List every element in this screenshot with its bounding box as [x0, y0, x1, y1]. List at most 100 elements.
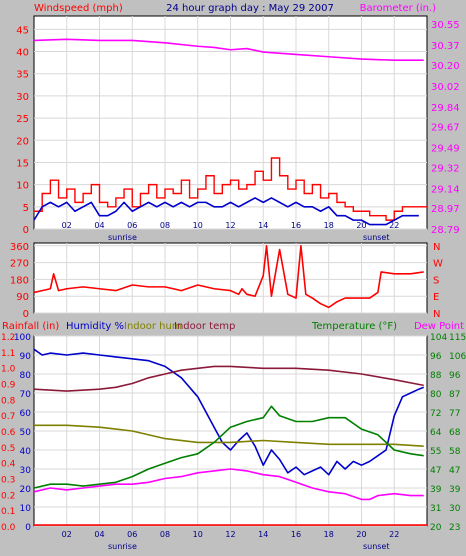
- rainfall-tick-label: 0.8: [1, 396, 16, 406]
- temperature-tick-label: 96: [449, 371, 461, 381]
- wind-series: [33, 38, 427, 226]
- rainfall-tick-label: 0.5: [1, 444, 15, 454]
- direction-degree-label: 0: [23, 309, 29, 320]
- direction-degree-labels: 0 90 180 270 360: [10, 242, 29, 320]
- hour-tick-label: 08: [160, 530, 170, 539]
- humidity-tick-label: 20: [20, 485, 32, 495]
- compass-label: N: [433, 309, 440, 320]
- temperature-tick-label: 23: [449, 523, 460, 533]
- compass-label: E: [433, 292, 439, 303]
- temperature-tick-label: 104: [430, 333, 447, 343]
- temperature-tick-label: 96: [430, 352, 442, 362]
- humidity-tick-label: 30: [20, 466, 32, 476]
- barometer-tick-label: 28.97: [431, 204, 460, 215]
- barometer-tick-label: 29.84: [431, 103, 460, 114]
- humidity-tick-label: 90: [20, 352, 32, 362]
- sunrise-label-bottom: sunrise: [108, 542, 137, 551]
- direction-degree-label: 270: [10, 259, 29, 270]
- barometer-line: [33, 38, 424, 62]
- windspeed-tick-label: 25: [16, 114, 29, 125]
- temperature-tick-label: 39: [449, 485, 461, 495]
- rainfall-tick-label: 0.1: [1, 507, 15, 517]
- temperature-tick-label: 72: [430, 409, 441, 419]
- rainfall-tick-label: 1.1: [1, 349, 15, 359]
- rainfall-tick-label: 0.6: [1, 428, 16, 438]
- humidity-tick-label: 80: [20, 371, 32, 381]
- dew-point-line: [33, 468, 424, 501]
- hour-tick-label: 04: [94, 530, 104, 539]
- indoor-temp-line: [33, 365, 424, 392]
- legend-temperature: Temperature (°F): [311, 321, 397, 332]
- direction-series: [33, 245, 424, 309]
- humidity-line: [33, 348, 425, 476]
- windspeed-tick-label: 0: [23, 225, 29, 236]
- hour-tick-label: 14: [258, 221, 268, 230]
- temperature-tick-label: 20: [430, 523, 442, 533]
- barometer-tick-label: 29.49: [431, 144, 460, 155]
- temperature-tick-label: 31: [430, 504, 441, 514]
- rainfall-tick-label: 1.2: [1, 333, 15, 343]
- humidity-tick-label: 60: [20, 409, 32, 419]
- temperature-tick-label: 55: [430, 447, 441, 457]
- barometer-tick-labels: 28.79 28.97 29.14 29.32 29.49 29.67 29.84 30.02…: [431, 20, 460, 236]
- windspeed-line: [34, 157, 427, 221]
- humidity-tick-label: 10: [20, 504, 32, 514]
- compass-label: S: [433, 275, 439, 286]
- temperature-tick-label: 64: [430, 428, 442, 438]
- barometer-axis-label: Barometer (in.): [360, 3, 436, 14]
- temperature-line: [33, 405, 424, 489]
- rainfall-tick-label: 0.4: [1, 460, 16, 470]
- sunset-label-bottom: sunset: [363, 542, 390, 551]
- hour-tick-labels-bottom: 02 04 06 08 10 12 14 16 18 20 22: [62, 530, 400, 539]
- hour-tick-label: 22: [389, 221, 399, 230]
- direction-degree-label: 90: [16, 292, 29, 303]
- rainfall-tick-label: 0.7: [1, 412, 15, 422]
- temperature-tick-label: 77: [449, 409, 460, 419]
- hour-tick-label: 16: [291, 221, 301, 230]
- legend-dew-point: Dew Point: [414, 321, 464, 332]
- temperature-tick-label: 47: [449, 466, 460, 476]
- temperature-tick-label: 47: [430, 466, 441, 476]
- windspeed-tick-label: 35: [16, 70, 29, 81]
- humidity-tick-label: 0: [25, 523, 31, 533]
- temperature-tick-label: 80: [430, 390, 442, 400]
- barometer-tick-label: 29.14: [431, 184, 460, 195]
- hour-tick-label: 04: [94, 221, 104, 230]
- barometer-tick-label: 30.02: [431, 82, 460, 93]
- hour-tick-label: 10: [193, 221, 203, 230]
- hour-tick-label: 12: [225, 530, 235, 539]
- temperature-tick-label: 87: [449, 390, 460, 400]
- compass-label: W: [433, 259, 443, 270]
- barometer-tick-label: 28.79: [431, 225, 460, 236]
- temperature-tick-label: 88: [430, 371, 442, 381]
- temp-series: [33, 348, 427, 526]
- sunset-label: sunset: [363, 233, 390, 242]
- windspeed-tick-label: 15: [16, 158, 29, 169]
- rainfall-tick-label: 0.0: [1, 523, 16, 533]
- rainfall-tick-label: 1.0: [1, 365, 16, 375]
- hour-tick-label: 20: [356, 221, 366, 230]
- barometer-tick-label: 30.55: [431, 20, 460, 31]
- temperature-tick-labels-left: 20 31 39 47 55 64 72 80 88 96 104: [430, 333, 447, 533]
- hour-tick-label: 12: [225, 221, 235, 230]
- humidity-tick-label: 50: [20, 428, 32, 438]
- hour-tick-label: 22: [389, 530, 399, 539]
- windspeed-tick-labels: 0 5 10 15 20 25 30 35 40 45: [16, 25, 29, 236]
- hour-tick-label: 14: [258, 530, 268, 539]
- direction-degree-label: 360: [10, 242, 29, 253]
- legend-humidity: Humidity %: [66, 321, 124, 332]
- windspeed-tick-label: 40: [16, 48, 29, 59]
- temperature-tick-label: 58: [449, 447, 461, 457]
- barometer-tick-label: 29.32: [431, 163, 460, 174]
- wind-average-line: [33, 197, 419, 226]
- hour-tick-label: 20: [356, 530, 366, 539]
- temperature-tick-label: 115: [449, 333, 466, 343]
- legend-indoor-hum: Indoor hum: [124, 321, 182, 332]
- humidity-tick-label: 100: [14, 333, 31, 343]
- chart-title: 24 hour graph day : May 29 2007: [166, 3, 334, 14]
- temperature-tick-labels-right: 23 30 39 47 58 68 77 87 96 106 115: [449, 333, 466, 533]
- rainfall-tick-label: 0.3: [1, 476, 15, 486]
- windspeed-tick-label: 5: [23, 203, 29, 214]
